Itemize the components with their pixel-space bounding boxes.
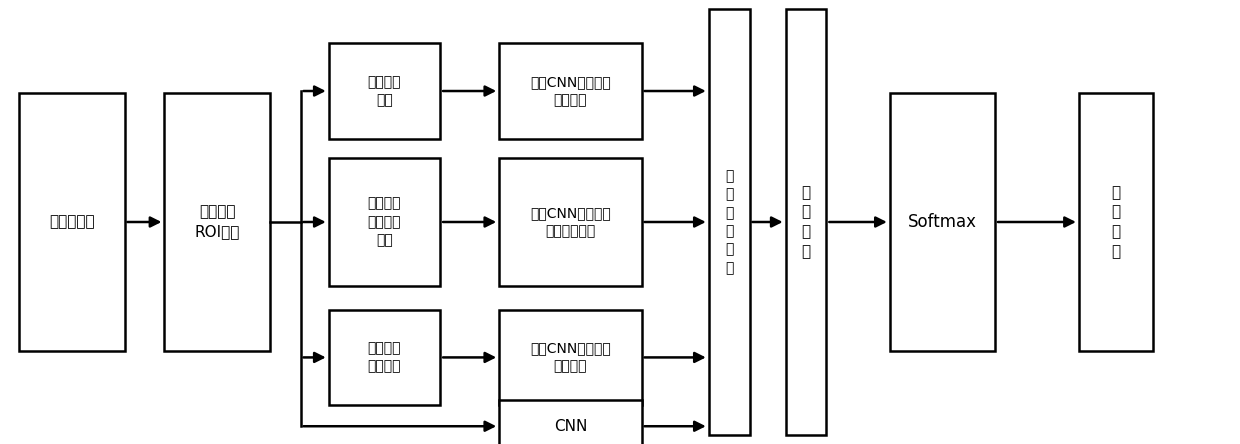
Bar — [164, 93, 270, 351]
Text: CNN: CNN — [554, 419, 587, 434]
Bar — [709, 9, 749, 435]
Text: 主要密度
区域提取: 主要密度 区域提取 — [367, 341, 402, 373]
Text: 乳腺鑂靶图: 乳腺鑂靶图 — [50, 214, 94, 230]
Text: 检
测
结
果: 检 测 结 果 — [1111, 185, 1121, 259]
Bar — [329, 158, 440, 286]
Bar — [498, 400, 642, 444]
Bar — [890, 93, 994, 351]
Bar — [498, 310, 642, 405]
Text: 目标边缘
纹理区域
提取: 目标边缘 纹理区域 提取 — [367, 197, 402, 247]
Text: 基于CNN的密度特
征提取器: 基于CNN的密度特 征提取器 — [529, 341, 611, 373]
Bar — [498, 158, 642, 286]
Text: 可疑区域
ROI提取: 可疑区域 ROI提取 — [195, 205, 239, 239]
Text: Softmax: Softmax — [908, 213, 977, 231]
Bar — [498, 44, 642, 139]
Text: 基于CNN的边缘纹
理特征提取器: 基于CNN的边缘纹 理特征提取器 — [529, 206, 611, 238]
Text: 特
征
串
接
单
元: 特 征 串 接 单 元 — [725, 169, 733, 275]
Bar — [20, 93, 124, 351]
Text: 基于CNN的形状特
征提取器: 基于CNN的形状特 征提取器 — [529, 75, 611, 107]
Bar — [329, 44, 440, 139]
Text: 全
连
接
层: 全 连 接 层 — [801, 185, 811, 259]
Bar — [1079, 93, 1153, 351]
Bar — [786, 9, 827, 435]
Bar — [329, 310, 440, 405]
Text: 目标形状
提取: 目标形状 提取 — [367, 75, 402, 107]
